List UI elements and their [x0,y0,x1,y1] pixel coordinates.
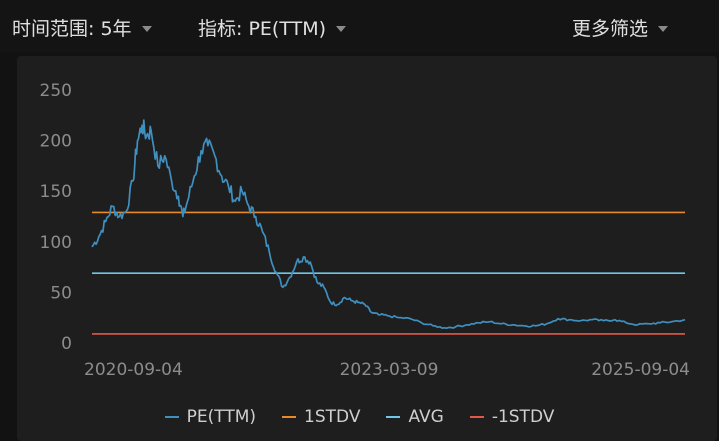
more-filters-dropdown[interactable]: 更多筛选 [572,14,669,41]
pe-ttm-line [91,119,686,330]
chart-panel [17,56,717,441]
y-tick-label: 150 [40,182,72,202]
chevron-down-icon [658,25,669,32]
legend-item[interactable]: PE(TTM) [164,407,257,427]
chevron-down-icon [336,25,346,32]
chevron-down-icon [141,25,152,32]
legend-swatch [282,416,297,418]
y-tick-label: 0 [61,334,72,354]
time-range-label: 时间范围: 5年 [12,18,132,40]
legend-label: -1STDV [491,407,555,427]
legend-label: PE(TTM) [186,407,257,427]
indicator-label: 指标: PE(TTM) [198,18,326,40]
legend-item[interactable]: 1STDV [282,407,360,427]
legend-item[interactable]: AVG [386,407,444,427]
legend-label: 1STDV [304,407,361,427]
legend-swatch [164,416,179,418]
chart-legend: PE(TTM) 1STDV AVG -1STDV [0,407,719,427]
filter-toolbar: 时间范围: 5年 指标: PE(TTM) 更多筛选 [0,0,719,52]
legend-label: AVG [408,407,444,427]
y-tick-label: 50 [50,283,72,303]
legend-swatch [386,416,401,418]
y-tick-label: 200 [40,132,72,152]
x-tick-label: 2023-03-09 [340,360,439,380]
time-range-dropdown[interactable]: 时间范围: 5年 [12,14,152,41]
x-tick-label: 2025-09-04 [591,360,690,380]
y-tick-label: 100 [40,233,72,253]
x-tick-label: 2020-09-04 [84,360,183,380]
legend-item[interactable]: -1STDV [469,407,555,427]
more-filters-label: 更多筛选 [572,18,649,40]
y-tick-label: 250 [40,81,72,101]
legend-swatch [469,416,484,418]
indicator-dropdown[interactable]: 指标: PE(TTM) [198,14,346,41]
